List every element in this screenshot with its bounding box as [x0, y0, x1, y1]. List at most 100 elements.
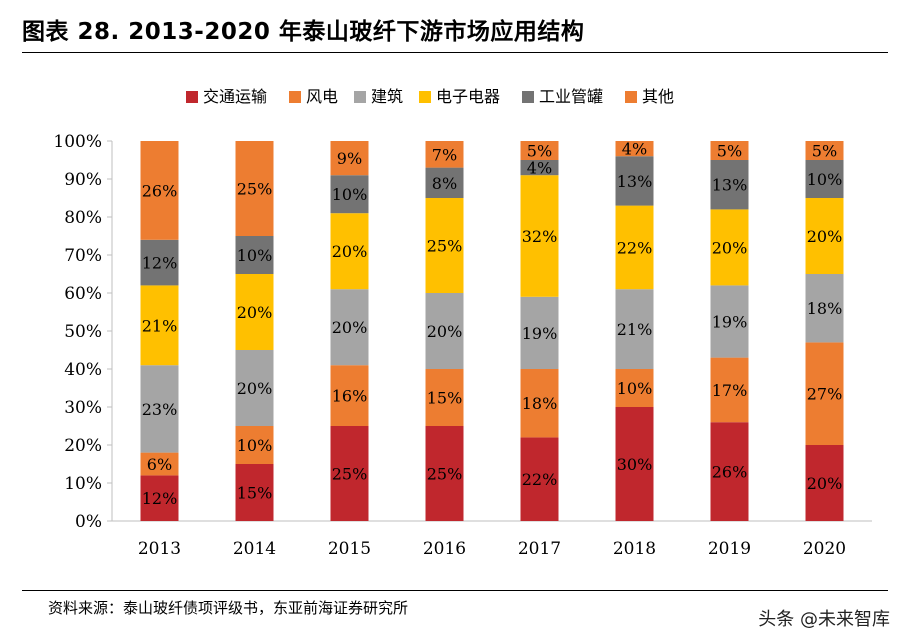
data-label-2016-4: 8%	[432, 174, 457, 193]
y-tick-label-4: 40%	[64, 360, 102, 380]
data-label-2017-0: 22%	[522, 470, 558, 489]
data-label-2018-3: 22%	[617, 238, 653, 257]
bar-2014-1	[235, 426, 274, 464]
data-label-2013-3: 21%	[142, 316, 178, 335]
y-tick-label-8: 80%	[64, 208, 102, 228]
chart-title: 图表 28. 2013-2020 年泰山玻纤下游市场应用结构	[22, 19, 585, 45]
x-tick-label-7: 2020	[803, 539, 846, 559]
bar-2014-0	[235, 464, 274, 521]
bar-2018-2	[615, 289, 654, 369]
bar-2015-2	[330, 289, 369, 366]
bar-2020-3	[805, 198, 844, 274]
x-tick-label-4: 2017	[518, 539, 561, 559]
data-label-2017-1: 18%	[522, 394, 558, 413]
data-label-2013-5: 26%	[142, 181, 178, 200]
data-label-2019-2: 19%	[712, 313, 748, 332]
bar-2015-3	[330, 213, 369, 290]
data-label-2015-5: 9%	[337, 149, 362, 168]
legend-label-5: 其他	[642, 87, 674, 106]
legend-label-4: 工业管罐	[539, 87, 603, 106]
bar-2015-5	[330, 141, 369, 176]
bar-2018-0	[615, 407, 654, 521]
data-label-2020-5: 5%	[812, 142, 837, 161]
legend-swatch-0	[186, 91, 198, 103]
bar-2013-3	[140, 285, 179, 366]
data-label-2015-2: 20%	[332, 318, 368, 337]
bar-2019-3	[710, 209, 749, 286]
bar-2013-5	[140, 141, 179, 240]
bar-2019-4	[710, 160, 749, 210]
data-label-2016-1: 15%	[427, 389, 463, 408]
bar-2016-0	[425, 426, 464, 521]
data-label-2016-3: 25%	[427, 237, 463, 256]
y-tick-label-3: 30%	[64, 398, 102, 418]
legend-swatch-4	[522, 91, 534, 103]
legend-swatch-2	[354, 91, 366, 103]
bar-2014-2	[235, 350, 274, 426]
bar-2017-3	[520, 175, 559, 297]
bar-2015-0	[330, 426, 369, 521]
y-tick-label-0: 0%	[75, 512, 102, 532]
data-label-2013-4: 12%	[142, 254, 178, 273]
bar-2014-3	[235, 274, 274, 350]
data-label-2018-4: 13%	[617, 172, 653, 191]
bar-2015-1	[330, 365, 369, 426]
bar-2019-1	[710, 357, 749, 423]
legend-label-1: 风电	[306, 87, 338, 106]
bar-2017-4	[520, 160, 559, 176]
data-label-2015-1: 16%	[332, 387, 368, 406]
bar-2014-4	[235, 236, 274, 274]
data-label-2019-5: 5%	[717, 142, 742, 161]
data-label-2013-0: 12%	[142, 489, 178, 508]
y-tick-label-7: 70%	[64, 246, 102, 266]
data-label-2018-1: 10%	[617, 379, 653, 398]
data-label-2017-3: 32%	[522, 227, 558, 246]
bar-2018-4	[615, 156, 654, 206]
y-tick-label-5: 50%	[64, 322, 102, 342]
data-label-2018-0: 30%	[617, 455, 653, 474]
data-label-2014-2: 20%	[237, 379, 273, 398]
y-tick-label-9: 90%	[64, 170, 102, 190]
data-label-2017-4: 4%	[527, 159, 552, 178]
bar-2015-4	[330, 175, 369, 214]
bar-2016-4	[425, 167, 464, 198]
data-label-2014-5: 25%	[237, 180, 273, 199]
bar-2017-1	[520, 369, 559, 438]
bar-2017-5	[520, 141, 559, 160]
data-label-2016-2: 20%	[427, 322, 463, 341]
bar-2020-0	[805, 445, 844, 521]
data-label-2016-0: 25%	[427, 465, 463, 484]
x-tick-label-5: 2018	[613, 539, 656, 559]
data-label-2020-0: 20%	[807, 474, 843, 493]
bar-2019-2	[710, 285, 749, 358]
data-label-2020-1: 27%	[807, 385, 843, 404]
bar-2013-2	[140, 365, 179, 453]
data-label-2017-5: 5%	[527, 142, 552, 161]
data-label-2020-4: 10%	[807, 170, 843, 189]
data-label-2013-2: 23%	[142, 400, 178, 419]
data-label-2020-3: 20%	[807, 227, 843, 246]
data-label-2017-2: 19%	[522, 324, 558, 343]
legend-swatch-5	[625, 91, 637, 103]
bar-2013-1	[140, 452, 179, 476]
bar-2013-0	[140, 475, 179, 521]
y-tick-label-2: 20%	[64, 436, 102, 456]
data-label-2015-4: 10%	[332, 185, 368, 204]
footer-divider	[22, 590, 888, 591]
bar-2016-2	[425, 293, 464, 369]
legend-label-2: 建筑	[371, 87, 403, 106]
data-label-2014-3: 20%	[237, 303, 273, 322]
data-label-2013-1: 6%	[147, 455, 172, 474]
y-tick-label-6: 60%	[64, 284, 102, 304]
data-label-2014-1: 10%	[237, 436, 273, 455]
data-label-2019-0: 26%	[712, 463, 748, 482]
bar-2020-4	[805, 160, 844, 198]
data-label-2020-2: 18%	[807, 299, 843, 318]
data-label-2018-5: 4%	[622, 140, 647, 159]
bar-2018-5	[615, 141, 654, 157]
x-tick-label-0: 2013	[138, 539, 181, 559]
bar-2016-1	[425, 369, 464, 426]
bar-2016-3	[425, 198, 464, 293]
bar-2013-4	[140, 239, 179, 286]
data-label-2015-3: 20%	[332, 242, 368, 261]
